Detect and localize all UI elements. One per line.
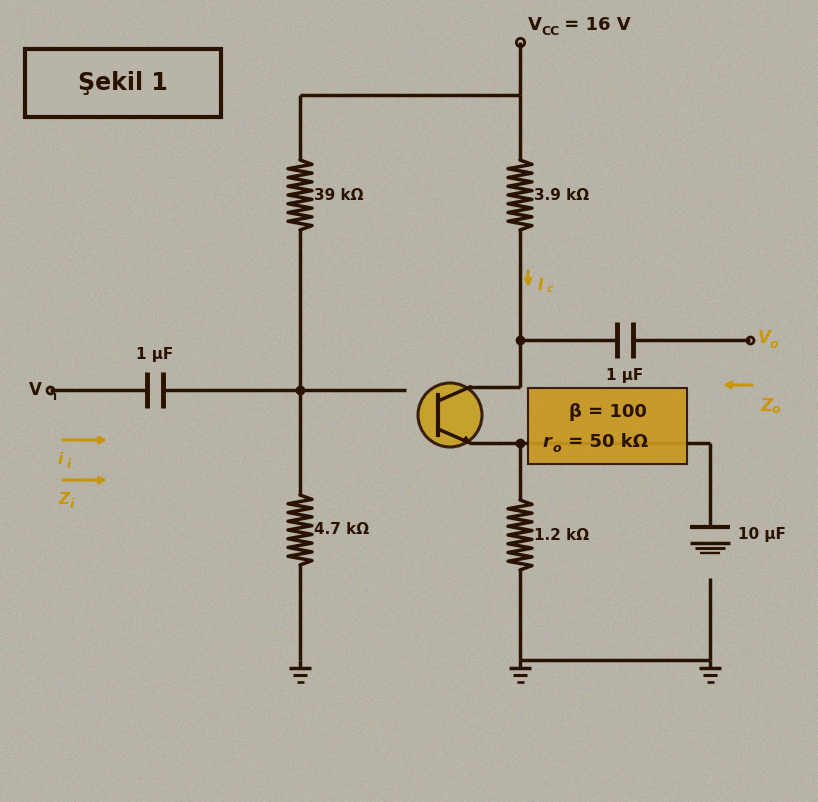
Text: V: V xyxy=(29,381,42,399)
Text: 1 μF: 1 μF xyxy=(606,368,644,383)
Text: i: i xyxy=(53,390,57,403)
Text: 3.9 kΩ: 3.9 kΩ xyxy=(534,188,589,202)
Polygon shape xyxy=(462,436,470,443)
Text: i: i xyxy=(58,452,63,467)
Text: CC: CC xyxy=(541,25,560,38)
Text: o: o xyxy=(553,441,562,455)
Circle shape xyxy=(418,383,482,447)
Text: β = 100: β = 100 xyxy=(569,403,646,421)
Text: 10 μF: 10 μF xyxy=(738,528,786,542)
Text: 1.2 kΩ: 1.2 kΩ xyxy=(534,528,589,542)
Text: I: I xyxy=(538,277,544,293)
Text: i: i xyxy=(70,498,74,511)
Text: o: o xyxy=(772,403,780,416)
Text: o: o xyxy=(770,338,779,350)
Text: i: i xyxy=(67,458,71,471)
Text: 1 μF: 1 μF xyxy=(137,347,173,362)
Text: r: r xyxy=(542,433,551,451)
Text: Z: Z xyxy=(58,492,69,507)
FancyBboxPatch shape xyxy=(25,49,221,117)
Text: 39 kΩ: 39 kΩ xyxy=(314,188,363,202)
Text: V: V xyxy=(758,329,771,347)
Text: 4.7 kΩ: 4.7 kΩ xyxy=(314,522,369,537)
Text: c: c xyxy=(547,284,554,294)
FancyBboxPatch shape xyxy=(528,388,687,464)
Text: Şekil 1: Şekil 1 xyxy=(79,71,168,95)
Text: Z: Z xyxy=(760,397,772,415)
Text: V: V xyxy=(528,16,542,34)
Text: = 50 kΩ: = 50 kΩ xyxy=(562,433,648,451)
Text: = 16 V: = 16 V xyxy=(558,16,631,34)
